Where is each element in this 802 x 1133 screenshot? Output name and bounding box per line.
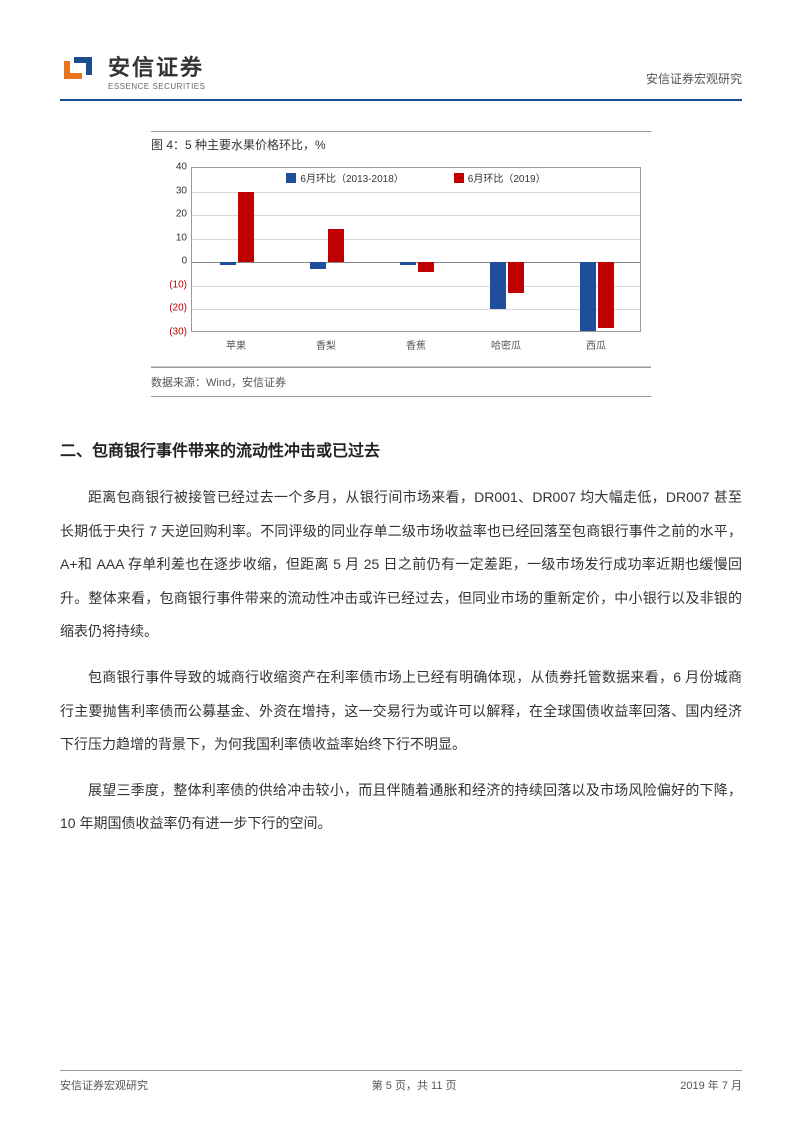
bar [328, 229, 344, 262]
gridline [192, 309, 640, 310]
gridline [192, 215, 640, 216]
gridline [192, 192, 640, 193]
logo-block: 安信证券 ESSENCE SECURITIES [60, 50, 205, 91]
legend-swatch-0 [286, 173, 296, 183]
paragraph-1: 距离包商银行被接管已经过去一个多月，从银行间市场来看，DR001、DR007 均… [60, 481, 742, 649]
xtick-label: 哈密瓜 [491, 337, 521, 352]
paragraph-3: 展望三季度，整体利率债的供给冲击较小，而且伴随着通胀和经济的持续回落以及市场风险… [60, 774, 742, 841]
ytick-label: 30 [151, 185, 187, 196]
xtick-label: 苹果 [226, 337, 246, 352]
ytick-label: 40 [151, 162, 187, 173]
xtick-label: 香梨 [316, 337, 336, 352]
footer-left: 安信证券宏观研究 [60, 1077, 148, 1093]
logo-text-cn: 安信证券 [108, 50, 205, 82]
bar [238, 192, 254, 263]
bar [490, 262, 506, 309]
legend-label-1: 6月环比（2019） [468, 170, 546, 185]
legend-swatch-1 [454, 173, 464, 183]
paragraph-2: 包商银行事件导致的城商行收缩资产在利率债市场上已经有明确体现，从债券托管数据来看… [60, 661, 742, 762]
essence-logo-icon [60, 51, 100, 91]
figure-4: 图 4：5 种主要水果价格环比，% 6月环比（2013-2018） 6月环比（2… [151, 131, 651, 397]
ytick-label: (30) [151, 327, 187, 338]
page-header: 安信证券 ESSENCE SECURITIES 安信证券宏观研究 [60, 50, 742, 101]
header-right-text: 安信证券宏观研究 [646, 70, 742, 91]
bar [400, 262, 416, 264]
legend-item-0: 6月环比（2013-2018） [286, 170, 403, 185]
ytick-label: (20) [151, 303, 187, 314]
bar [220, 262, 236, 264]
bar-chart: 6月环比（2013-2018） 6月环比（2019） 40 30 20 10 0 (10)… [151, 157, 651, 367]
figure-source: 数据来源：Wind，安信证券 [151, 367, 651, 397]
bar [580, 262, 596, 330]
bar [418, 262, 434, 271]
footer-right: 2019 年 7 月 [680, 1077, 742, 1093]
ytick-label: 10 [151, 232, 187, 243]
ytick-label: 20 [151, 209, 187, 220]
footer-center: 第 5 页，共 11 页 [372, 1077, 457, 1093]
xtick-label: 香蕉 [406, 337, 426, 352]
bar [508, 262, 524, 293]
chart-legend: 6月环比（2013-2018） 6月环比（2019） [192, 170, 640, 185]
gridline [192, 239, 640, 240]
xtick-label: 西瓜 [586, 337, 606, 352]
legend-label-0: 6月环比（2013-2018） [300, 170, 403, 185]
section-heading-2: 二、包商银行事件带来的流动性冲击或已过去 [60, 437, 742, 461]
ytick-label: (10) [151, 279, 187, 290]
legend-item-1: 6月环比（2019） [454, 170, 546, 185]
bar [310, 262, 326, 269]
ytick-label: 0 [151, 256, 187, 267]
figure-title: 图 4：5 种主要水果价格环比，% [151, 131, 651, 157]
gridline [192, 262, 640, 263]
logo-text-en: ESSENCE SECURITIES [108, 82, 205, 91]
gridline [192, 286, 640, 287]
bar [598, 262, 614, 328]
page-footer: 安信证券宏观研究 第 5 页，共 11 页 2019 年 7 月 [60, 1070, 742, 1093]
chart-plot-area: 6月环比（2013-2018） 6月环比（2019） [191, 167, 641, 332]
